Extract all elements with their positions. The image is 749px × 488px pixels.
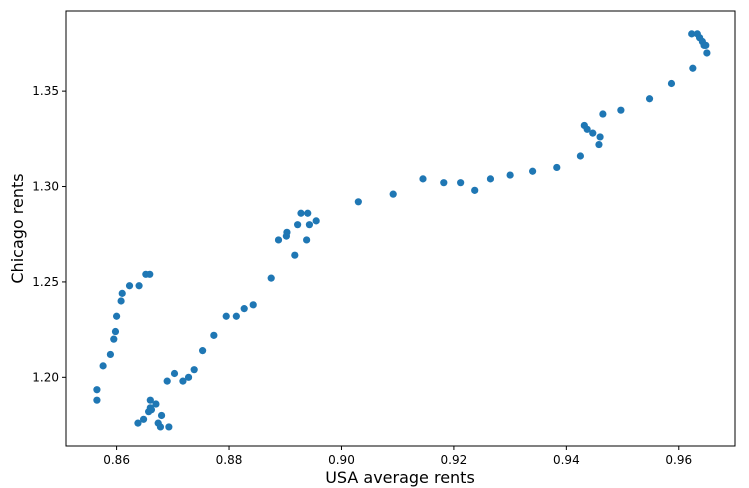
x-tick-label: 0.94: [553, 453, 580, 467]
data-point: [486, 175, 495, 183]
data-point: [134, 419, 142, 427]
data-point: [576, 152, 585, 160]
y-tick-label: 1.30: [32, 180, 59, 194]
data-point: [274, 236, 283, 244]
data-point: [529, 167, 537, 175]
data-point: [305, 221, 314, 229]
y-axis: 1.20 1.25 1.30 1.35: [32, 84, 66, 384]
x-axis-title: USA average rents: [325, 468, 475, 487]
plot-frame: [65, 10, 736, 447]
data-point: [240, 305, 248, 313]
data-point: [184, 373, 193, 381]
data-point: [146, 270, 154, 278]
data-point: [589, 129, 597, 137]
data-point: [146, 396, 154, 404]
data-point: [135, 282, 143, 290]
data-point: [457, 179, 465, 187]
data-point: [283, 228, 291, 236]
data-point: [179, 377, 187, 385]
data-point: [190, 366, 198, 374]
y-tick-label: 1.25: [32, 275, 59, 289]
x-tick-label: 0.92: [441, 453, 468, 467]
data-point: [471, 186, 479, 194]
data-point: [113, 312, 121, 320]
data-point: [210, 331, 218, 339]
data-point: [419, 175, 427, 183]
data-point: [583, 125, 591, 133]
data-point: [645, 95, 654, 103]
data-point: [667, 79, 676, 88]
data-point: [93, 396, 101, 404]
data-point: [232, 312, 240, 320]
x-axis: 0.86 0.88 0.90 0.92 0.94 0.96: [103, 446, 692, 467]
data-point: [617, 106, 625, 114]
data-point: [199, 347, 207, 355]
data-point: [354, 198, 362, 206]
data-point: [553, 163, 561, 172]
data-point: [139, 415, 148, 423]
data-point: [267, 274, 275, 282]
y-axis-title: Chicago rents: [8, 173, 27, 283]
data-point: [506, 171, 514, 179]
data-point: [294, 221, 302, 229]
data-point: [118, 289, 126, 297]
data-point: [147, 406, 156, 414]
data-point: [165, 423, 173, 431]
data-point: [702, 41, 710, 49]
data-point: [297, 209, 305, 217]
data-point: [304, 209, 312, 217]
data-point: [170, 369, 179, 378]
data-point: [703, 49, 711, 57]
data-point: [93, 386, 101, 394]
data-point: [125, 282, 134, 290]
data-point: [111, 327, 120, 336]
data-point: [312, 217, 320, 225]
x-tick-label: 0.90: [328, 453, 355, 467]
data-point: [440, 179, 448, 187]
data-point: [303, 236, 311, 244]
data-point: [106, 350, 115, 359]
data-point: [222, 312, 230, 320]
data-point: [689, 64, 697, 72]
data-point: [157, 411, 166, 420]
data-point: [389, 190, 397, 198]
data-point: [110, 335, 118, 343]
data-point: [688, 30, 696, 38]
data-point: [595, 140, 603, 149]
x-tick-label: 0.86: [103, 453, 130, 467]
data-point: [163, 377, 171, 385]
data-point: [291, 251, 299, 259]
data-point: [249, 301, 257, 309]
y-tick-label: 1.20: [32, 370, 59, 384]
data-point: [596, 133, 604, 141]
x-tick-label: 0.96: [665, 453, 692, 467]
y-tick-label: 1.35: [32, 84, 59, 98]
data-point: [152, 400, 160, 408]
data-point: [599, 110, 607, 118]
data-point: [99, 362, 107, 370]
x-tick-label: 0.88: [216, 453, 243, 467]
data-point: [117, 297, 125, 305]
data-points: [93, 30, 711, 431]
data-point: [156, 423, 165, 431]
